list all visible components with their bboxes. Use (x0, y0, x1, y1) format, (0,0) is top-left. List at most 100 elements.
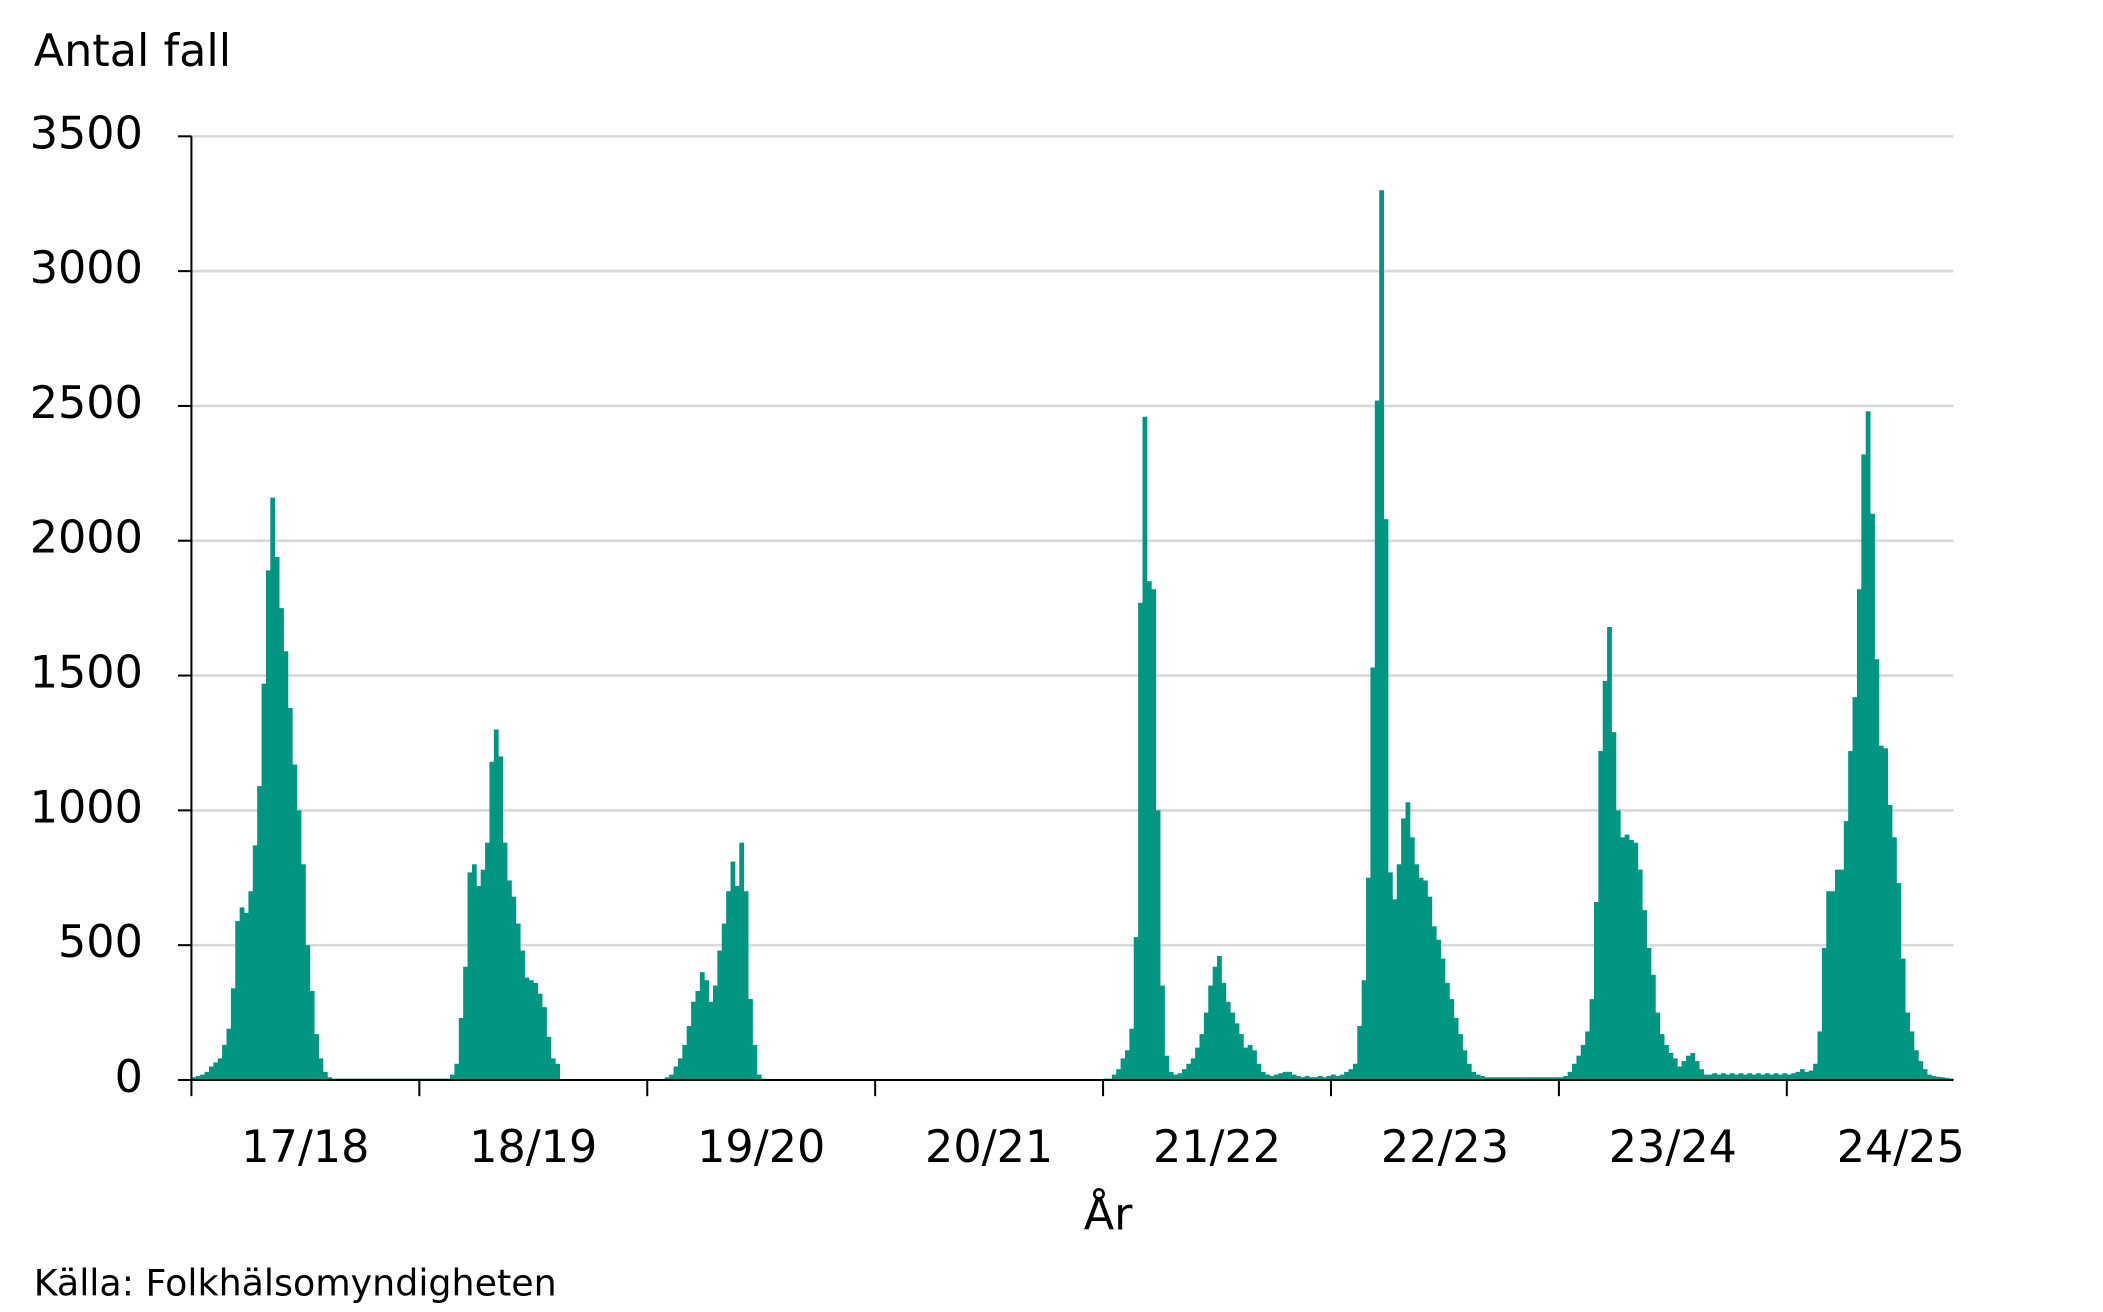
bar (1786, 1074, 1792, 1080)
bar (1909, 1031, 1915, 1080)
bar (239, 907, 245, 1080)
bar (1475, 1074, 1481, 1080)
bar (756, 1074, 762, 1080)
bar (1203, 1012, 1209, 1080)
bar (1221, 982, 1227, 1080)
x-tick-label: 17/18 (241, 1122, 369, 1173)
bar (1111, 1074, 1117, 1080)
bar (204, 1071, 210, 1080)
bar (454, 1063, 460, 1080)
bar (274, 556, 280, 1080)
bar (1629, 840, 1634, 1080)
bar (1409, 837, 1415, 1080)
bar (748, 999, 753, 1080)
bar (1217, 955, 1222, 1080)
bar (318, 1058, 324, 1080)
bar (1515, 1077, 1520, 1080)
bar (515, 923, 521, 1080)
bar (1339, 1074, 1345, 1080)
bar (1550, 1077, 1555, 1080)
bar (1133, 937, 1139, 1080)
bar (309, 990, 315, 1080)
bar (1348, 1069, 1354, 1080)
bar (1287, 1071, 1292, 1080)
bar (1142, 416, 1148, 1080)
bar (1878, 745, 1884, 1080)
bar (1116, 1069, 1122, 1080)
bar (1747, 1073, 1753, 1080)
bar (682, 1044, 688, 1080)
bar (506, 880, 512, 1080)
bar (1655, 1012, 1661, 1080)
bar (292, 764, 298, 1080)
bar (1650, 974, 1656, 1080)
bar (305, 945, 311, 1080)
bar (1300, 1077, 1306, 1080)
bar (1269, 1075, 1275, 1080)
bar (1918, 1061, 1924, 1080)
bar (283, 651, 289, 1080)
bar (1181, 1069, 1187, 1080)
bar (257, 786, 262, 1080)
bar (1234, 1023, 1240, 1080)
bar (1129, 1028, 1135, 1080)
bar (1620, 837, 1626, 1080)
bar (1418, 877, 1424, 1080)
source-note: Källa: Folkhälsomyndigheten (34, 1261, 557, 1304)
bar (1624, 834, 1630, 1080)
bar (1756, 1073, 1761, 1080)
bar (1497, 1077, 1503, 1080)
bar (1817, 1031, 1823, 1080)
x-tick-label: 19/20 (697, 1122, 825, 1173)
bar (270, 497, 276, 1080)
bar (261, 683, 267, 1080)
y-tick-label: 3500 (30, 108, 143, 159)
bar (217, 1058, 223, 1080)
bar (1883, 748, 1889, 1080)
bar (1330, 1074, 1336, 1080)
bar (1830, 891, 1836, 1080)
bar (1615, 810, 1621, 1080)
bar (1607, 627, 1612, 1080)
bar (721, 923, 727, 1080)
bar (1291, 1074, 1297, 1080)
bar (1274, 1074, 1279, 1080)
bar (1839, 869, 1845, 1080)
y-axis-title: Antal fall (34, 26, 231, 77)
bar (1247, 1044, 1253, 1080)
bar (1690, 1053, 1696, 1080)
bar (1558, 1077, 1564, 1080)
bar (1449, 999, 1455, 1080)
bar (1462, 1050, 1468, 1080)
bar (734, 885, 740, 1080)
bar (1585, 1031, 1590, 1080)
bar (1523, 1077, 1529, 1080)
bar (1808, 1070, 1814, 1080)
bar (1173, 1074, 1178, 1080)
bar (450, 1074, 455, 1080)
bar (1453, 1017, 1459, 1080)
bar (1484, 1077, 1490, 1080)
bar (1659, 1034, 1665, 1080)
bar (511, 896, 517, 1080)
y-tick-label: 500 (58, 917, 143, 968)
bar (1764, 1073, 1770, 1080)
bar (1370, 667, 1376, 1080)
bar (1865, 411, 1871, 1080)
bar (1501, 1077, 1507, 1080)
bar (1379, 190, 1384, 1080)
bar (1177, 1073, 1183, 1080)
x-tick-label: 20/21 (925, 1122, 1053, 1173)
bar (695, 990, 701, 1080)
bar (235, 920, 241, 1080)
bar (1576, 1055, 1582, 1080)
bar (1861, 454, 1867, 1080)
bar (480, 869, 486, 1080)
bar (1563, 1075, 1569, 1080)
bar (1799, 1069, 1805, 1080)
bar (1852, 697, 1858, 1080)
bar (1738, 1073, 1744, 1080)
bar (1313, 1077, 1319, 1080)
bar (1431, 926, 1437, 1080)
bar (200, 1074, 205, 1080)
